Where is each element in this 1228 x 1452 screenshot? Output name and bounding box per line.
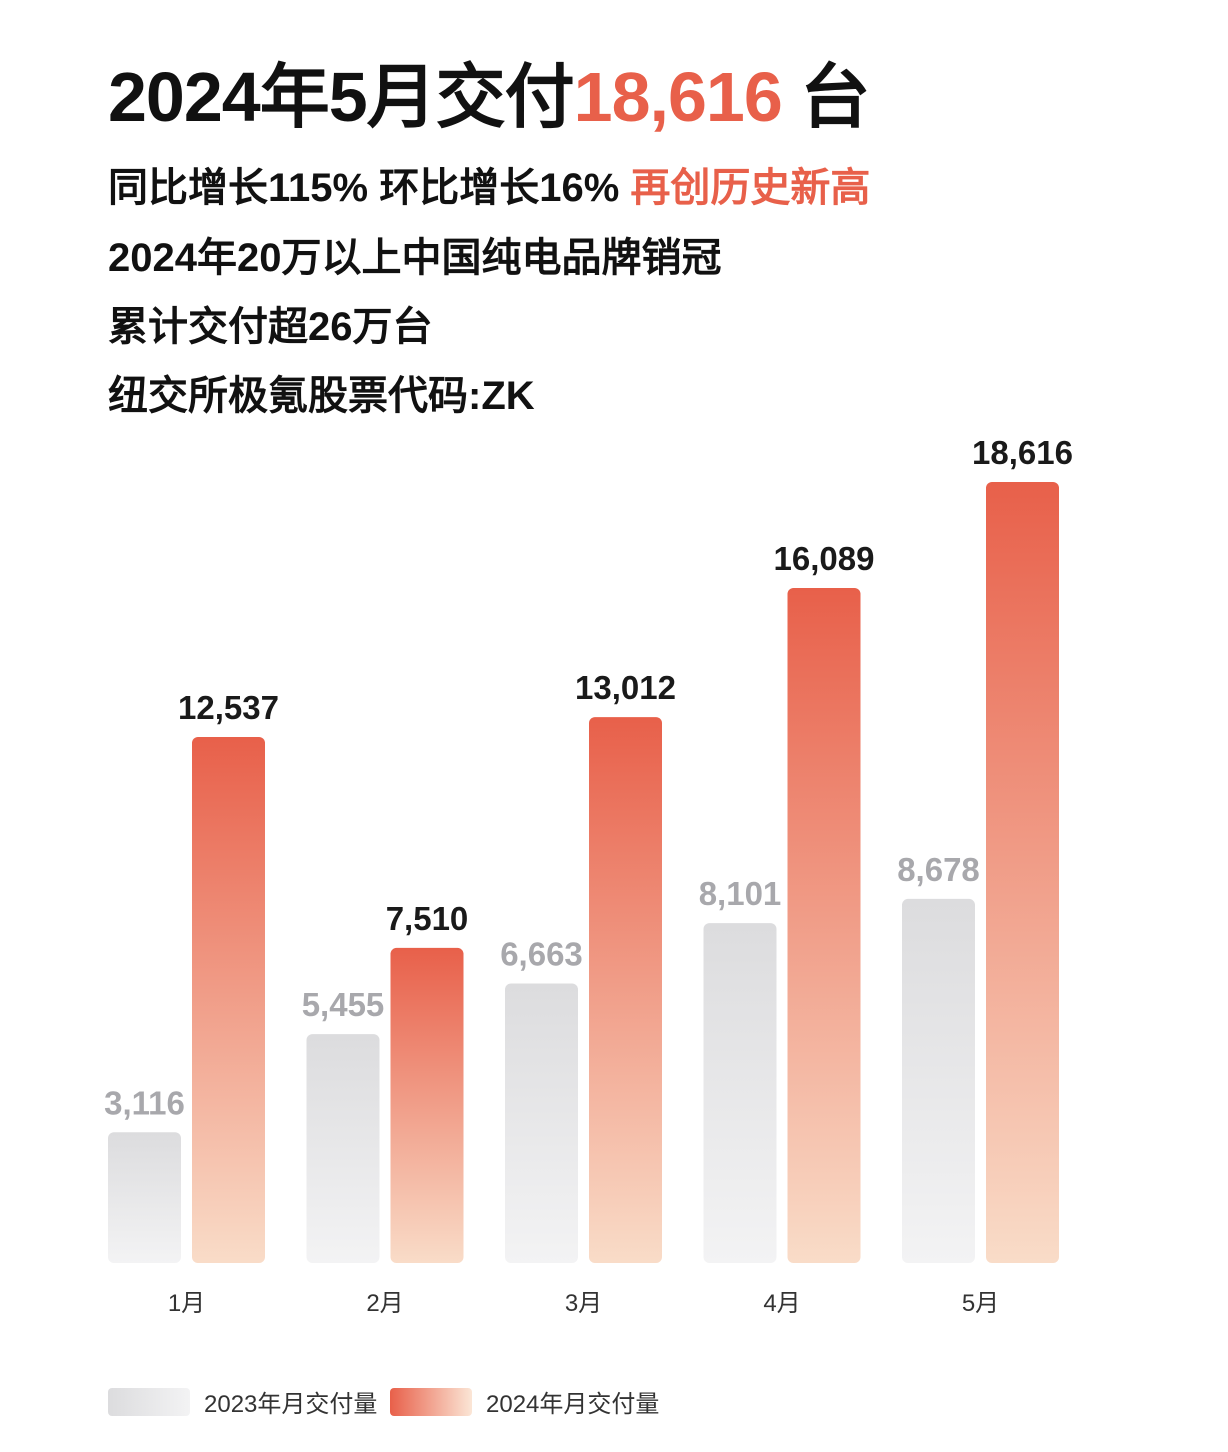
data-label-2024: 7,510 [386, 900, 469, 937]
x-tick-label: 3月 [565, 1290, 602, 1317]
cumulative-line: 累计交付超26万台 [108, 305, 433, 349]
data-label-2023: 8,101 [699, 875, 782, 912]
x-tick-label: 2月 [366, 1290, 403, 1317]
data-label-2024: 16,089 [774, 540, 875, 577]
sales-champion-line: 2024年20万以上中国纯电品牌销冠 [108, 236, 722, 280]
bar-2024 [390, 947, 464, 1263]
bar-2023 [703, 923, 777, 1263]
growth-line: 同比增长115% 环比增长16% 再创历史新高 [108, 163, 870, 213]
ticker-line: 纽交所极氪股票代码:ZK [108, 374, 535, 418]
data-label-2024: 13,012 [575, 669, 676, 706]
page-title: 2024年5月交付18,616 台 [108, 52, 870, 142]
bar-2024 [986, 482, 1059, 1263]
legend-label-2023: 2023年月交付量 [204, 1391, 378, 1418]
record-text: 再创历史新高 [630, 166, 871, 210]
bar-2024 [589, 717, 662, 1263]
bar-2024 [787, 588, 861, 1263]
title-value: 18,616 [573, 58, 783, 136]
legend-2023: 2023年月交付量 [108, 1384, 377, 1419]
title-prefix: 2024年5月交付 [108, 58, 575, 136]
data-label-2023: 5,455 [302, 986, 385, 1023]
bar-2023 [902, 898, 975, 1263]
data-label-2023: 3,116 [104, 1084, 185, 1121]
data-label-2024: 18,616 [972, 434, 1073, 471]
x-tick-label: 4月 [763, 1290, 800, 1317]
data-label-2023: 8,678 [897, 851, 980, 888]
growth-text: 同比增长115% 环比增长16% [108, 166, 631, 210]
legend-swatch-2023 [108, 1387, 190, 1416]
bar-2023 [306, 1034, 380, 1263]
x-tick-label: 1月 [168, 1290, 205, 1317]
legend-2024: 2024年月交付量 [390, 1384, 659, 1419]
x-tick-label: 5月 [962, 1290, 999, 1317]
title-suffix: 台 [781, 58, 870, 136]
bar-2023 [505, 983, 578, 1263]
bar-2024 [192, 737, 265, 1263]
data-label-2023: 6,663 [500, 935, 583, 972]
legend-label-2024: 2024年月交付量 [486, 1391, 660, 1418]
legend-swatch-2024 [390, 1387, 472, 1416]
bar-2023 [108, 1132, 181, 1263]
data-label-2024: 12,537 [178, 689, 279, 726]
